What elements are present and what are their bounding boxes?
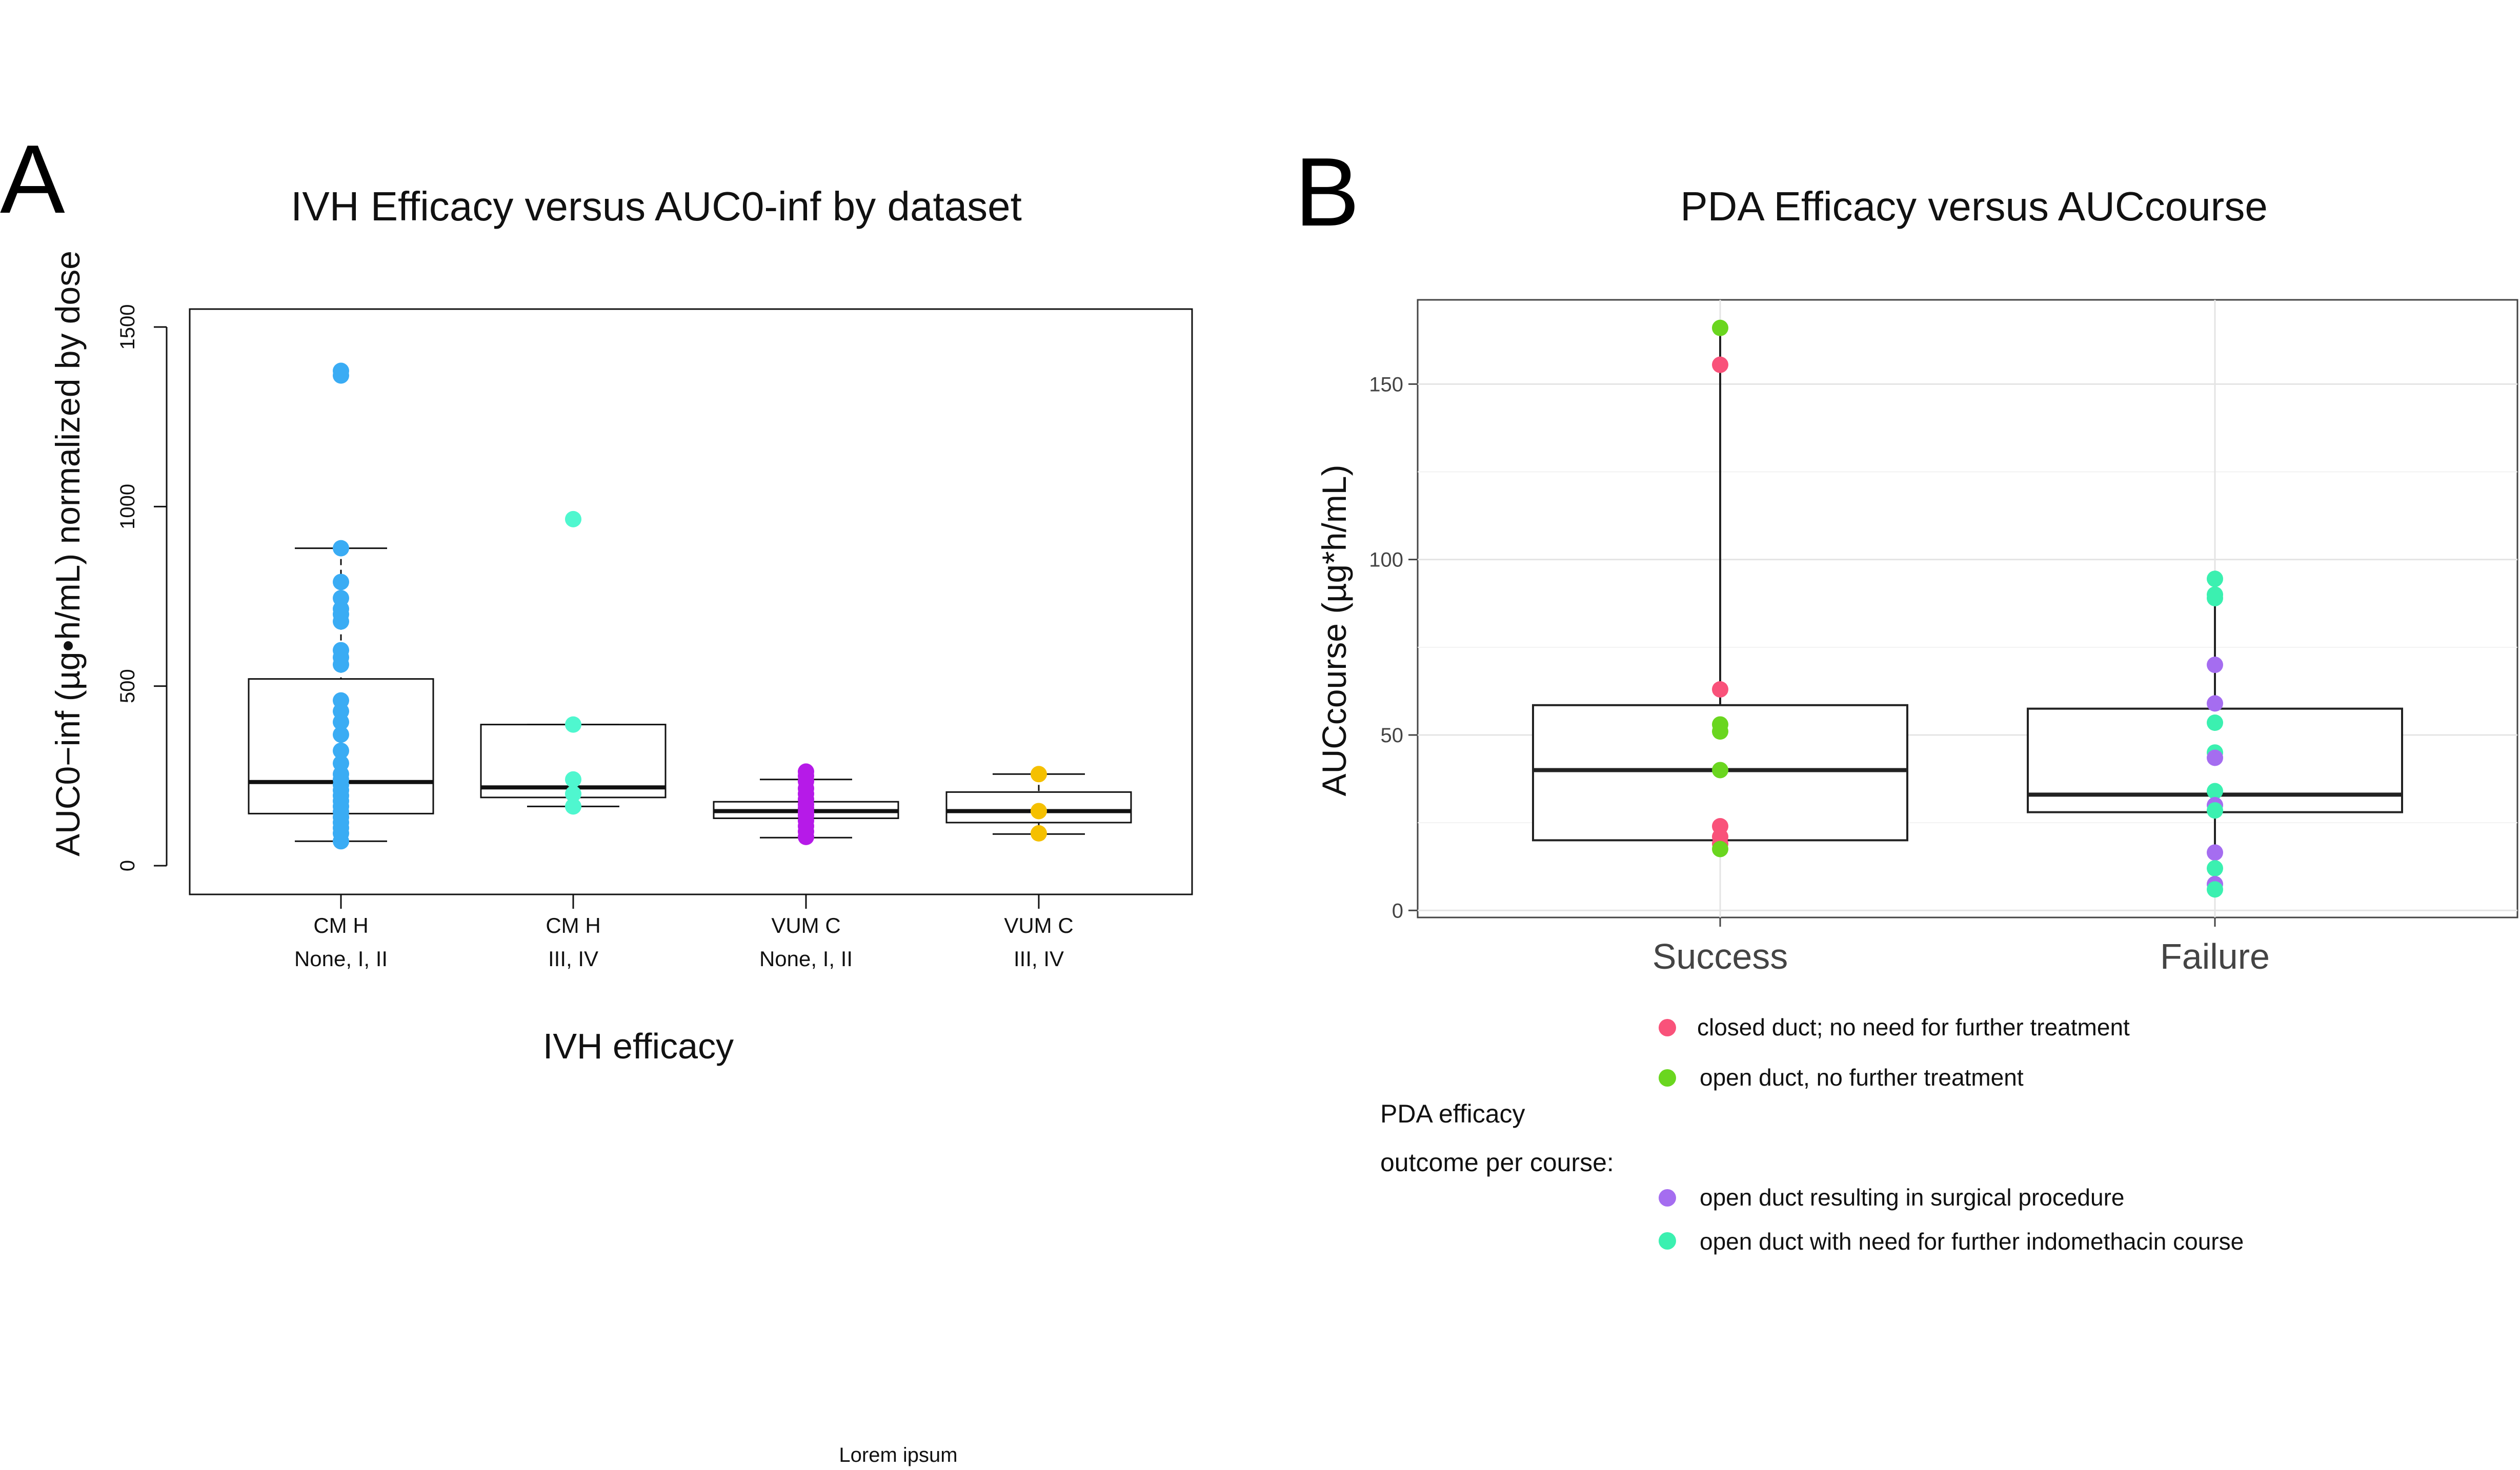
panel-a-data-point <box>333 574 349 590</box>
panel-b-data-point <box>2207 657 2223 673</box>
panel-b-data-point <box>1712 762 1728 779</box>
panel-a-y-tick-label: 0 <box>116 860 139 871</box>
legend-key-surgical <box>1659 1189 1676 1207</box>
legend-key-open-no-treatment <box>1659 1069 1676 1087</box>
panel-a-x-tick-sublabel: III, IV <box>548 947 598 971</box>
panel-a-x-axis-label: IVH efficacy <box>543 1026 734 1066</box>
legend-item-open-no-treatment: open duct, no further treatment <box>1659 1064 2024 1091</box>
panel-a-data-point <box>333 589 349 606</box>
panel-a-data-point <box>565 716 581 733</box>
panel-a-data-point <box>333 692 349 709</box>
panel-b-y-tick-label: 50 <box>1381 724 1404 747</box>
panel-a-data-point <box>1031 803 1047 820</box>
panel-b-data-point <box>2207 749 2223 766</box>
panel-b-data-point <box>2207 881 2223 898</box>
panel-a-y-tick-label: 1500 <box>116 304 139 350</box>
panel-a-x-tick-label: CM H <box>313 913 368 937</box>
panel-b-data-point <box>2207 714 2223 731</box>
panel-b-legend: PDA efficacy outcome per course: closed … <box>1380 1014 2244 1255</box>
panel-b-y-tick-label: 0 <box>1392 900 1403 922</box>
panel-b-y-tick-label: 150 <box>1369 373 1403 396</box>
panel-a-data-point <box>565 511 581 527</box>
panel-a-data-point <box>333 362 349 379</box>
panel-b-plot: 0 50 100 150 Success Failure <box>1369 299 2518 976</box>
legend-heading-line-1: PDA efficacy <box>1380 1099 1525 1128</box>
panel-b-data-point <box>1712 723 1728 740</box>
panel-a-y-tick-label: 1000 <box>116 484 139 529</box>
panel-b-data-point <box>2207 860 2223 877</box>
panel-b-data-point <box>1712 681 1728 698</box>
legend-item-indomethacin: open duct with need for further indometh… <box>1659 1228 2244 1255</box>
panel-b-letter: B <box>1295 138 1360 247</box>
legend-item-surgical: open duct resulting in surgical procedur… <box>1659 1184 2125 1211</box>
panel-b-x-tick-label: Failure <box>2160 936 2270 976</box>
panel-a-x-tick-sublabel: III, IV <box>1014 947 1064 971</box>
panel-a-plot: 0 500 1000 1500 CM H None, I, II CM H III, IV VU… <box>116 304 1193 971</box>
panel-b-data-point <box>2207 844 2223 861</box>
panel-a-x-tick-label: VUM C <box>771 913 840 937</box>
panel-b-y-tick-label: 100 <box>1369 549 1403 571</box>
panel-b-data-point <box>2207 802 2223 819</box>
panel-b-data-point <box>1712 319 1728 336</box>
panel-b-x-tick-label: Success <box>1652 936 1788 976</box>
legend-key-closed <box>1659 1019 1676 1036</box>
panel-a-data-point <box>333 755 349 772</box>
panel-b-data-point <box>2207 589 2223 606</box>
legend-heading-line-2: outcome per course: <box>1380 1148 1614 1177</box>
panel-a-data-point <box>333 726 349 743</box>
panel-a-data-point <box>565 785 581 802</box>
legend-label-indomethacin: open duct with need for further indometh… <box>1700 1228 2244 1255</box>
panel-a-data-point <box>333 642 349 659</box>
panel-a-data-point <box>1031 825 1047 842</box>
panel-a-data-point <box>565 798 581 815</box>
legend-label-closed: closed duct; no need for further treatme… <box>1697 1014 2130 1040</box>
legend-item-closed: closed duct; no need for further treatme… <box>1659 1014 2130 1040</box>
panel-a-data-point <box>798 763 814 780</box>
panel-a-data-point <box>565 771 581 788</box>
panel-b-data-point <box>1712 841 1728 858</box>
panel-a-x-tick-label: CM H <box>546 913 600 937</box>
panel-a-x-tick-sublabel: None, I, II <box>759 947 853 971</box>
panel-b-y-axis-label: AUCcourse (µg*h/mL) <box>1315 465 1353 797</box>
panel-a-letter: A <box>0 125 65 234</box>
panel-a-x-tick-label: VUM C <box>1004 913 1073 937</box>
panel-a-y-axis-label: AUC0−inf (µg•h/mL) normalized by dose <box>49 251 87 856</box>
legend-label-open-no-treatment: open duct, no further treatment <box>1700 1064 2024 1091</box>
legend-label-surgical: open duct resulting in surgical procedur… <box>1700 1184 2125 1211</box>
legend-key-indomethacin <box>1659 1232 1676 1250</box>
panel-b-data-point <box>2207 695 2223 712</box>
panel-a-data-point <box>1031 766 1047 783</box>
panel-a-title: IVH Efficacy versus AUC0-inf by dataset <box>291 183 1022 229</box>
panel-a-data-point <box>333 742 349 759</box>
panel-a-plot-frame <box>189 308 1193 895</box>
panel-a-data-point <box>333 540 349 557</box>
panel-a-y-tick-label: 500 <box>116 669 139 703</box>
panel-b-title: PDA Efficacy versus AUCcourse <box>1680 183 2268 229</box>
panel-b-data-point <box>2207 783 2223 800</box>
footer-caption: Lorem ipsum <box>839 1444 957 1466</box>
panel-a-x-tick-sublabel: None, I, II <box>294 947 388 971</box>
panel-b-data-point <box>1712 356 1728 373</box>
panel-b-data-point <box>2207 570 2223 587</box>
